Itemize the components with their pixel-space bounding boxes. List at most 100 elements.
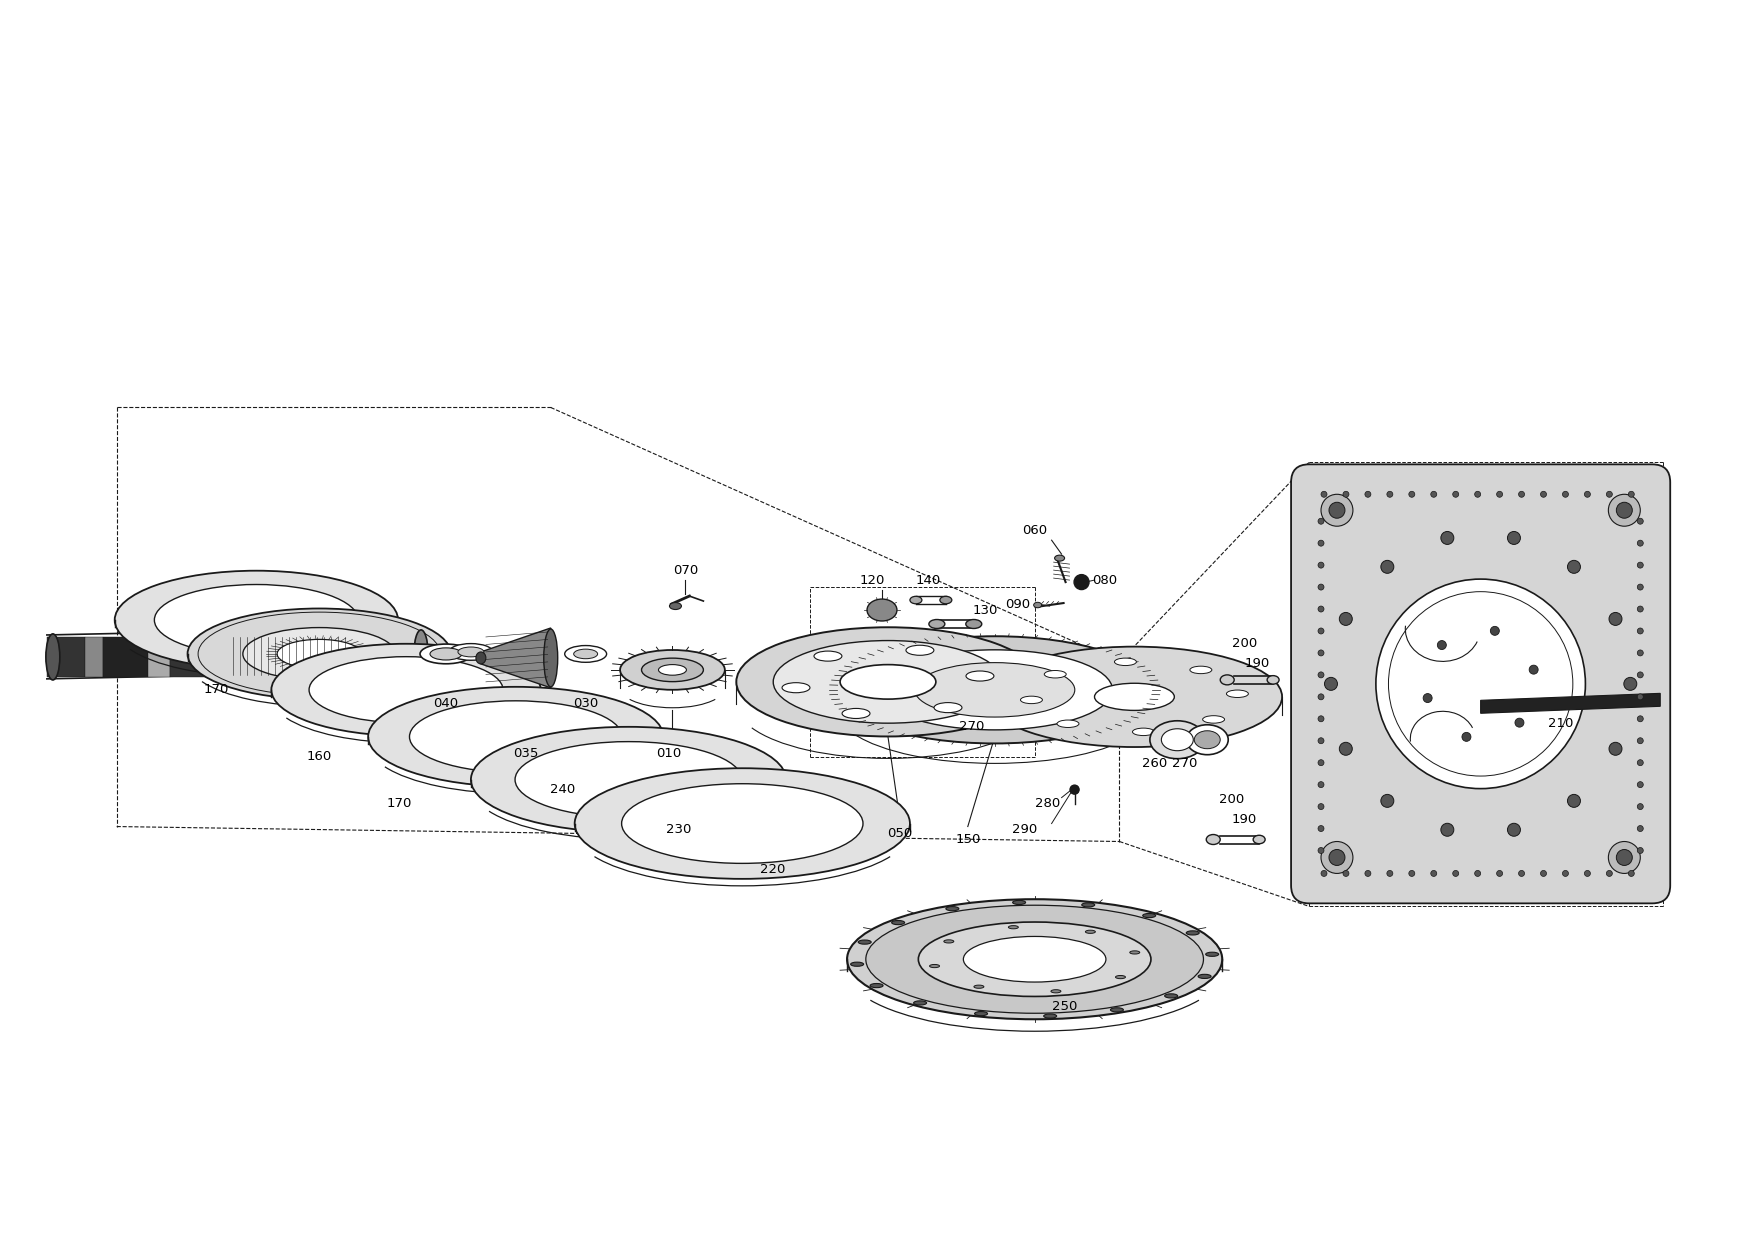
Ellipse shape: [1252, 836, 1265, 843]
Ellipse shape: [1317, 650, 1324, 656]
Ellipse shape: [1151, 720, 1205, 759]
Text: 160: 160: [307, 750, 332, 763]
Ellipse shape: [1563, 871, 1568, 877]
Ellipse shape: [914, 663, 1075, 717]
Ellipse shape: [837, 636, 1152, 744]
Ellipse shape: [1205, 953, 1219, 956]
Ellipse shape: [154, 585, 358, 656]
Ellipse shape: [1317, 518, 1324, 524]
Ellipse shape: [1203, 715, 1224, 723]
Ellipse shape: [940, 596, 952, 604]
Ellipse shape: [414, 630, 428, 676]
Ellipse shape: [1344, 492, 1349, 497]
Ellipse shape: [935, 703, 961, 713]
Ellipse shape: [1440, 823, 1454, 836]
Ellipse shape: [1628, 492, 1635, 497]
Ellipse shape: [1340, 612, 1352, 626]
Ellipse shape: [1365, 871, 1372, 877]
Ellipse shape: [1380, 795, 1394, 807]
Ellipse shape: [1608, 612, 1622, 626]
Ellipse shape: [1321, 494, 1352, 527]
Ellipse shape: [1340, 743, 1352, 755]
Ellipse shape: [475, 652, 486, 664]
Ellipse shape: [1317, 804, 1324, 810]
Ellipse shape: [1475, 871, 1480, 877]
Ellipse shape: [973, 985, 984, 989]
Ellipse shape: [1607, 871, 1612, 877]
Ellipse shape: [575, 769, 910, 879]
Ellipse shape: [1387, 871, 1393, 877]
Ellipse shape: [1584, 871, 1591, 877]
Text: 260: 260: [1142, 758, 1166, 770]
Ellipse shape: [1116, 975, 1126, 979]
Ellipse shape: [1491, 626, 1500, 636]
Ellipse shape: [1636, 804, 1643, 810]
Ellipse shape: [1226, 691, 1249, 698]
Ellipse shape: [1636, 540, 1643, 546]
Ellipse shape: [1317, 563, 1324, 568]
Ellipse shape: [1054, 555, 1065, 561]
Bar: [147, 637, 170, 677]
Ellipse shape: [866, 905, 1203, 1013]
Ellipse shape: [1608, 494, 1640, 527]
Ellipse shape: [1636, 847, 1643, 853]
Text: 035: 035: [514, 748, 538, 760]
Ellipse shape: [1317, 847, 1324, 853]
Ellipse shape: [1440, 532, 1454, 544]
Circle shape: [1070, 786, 1079, 794]
Ellipse shape: [1617, 850, 1633, 866]
Ellipse shape: [1431, 492, 1437, 497]
Ellipse shape: [188, 609, 451, 699]
Ellipse shape: [1317, 694, 1324, 699]
Ellipse shape: [1568, 560, 1580, 574]
Ellipse shape: [1636, 672, 1643, 678]
Ellipse shape: [1617, 502, 1633, 518]
Ellipse shape: [1033, 602, 1042, 607]
Ellipse shape: [1142, 913, 1156, 918]
Ellipse shape: [1475, 492, 1480, 497]
Ellipse shape: [1189, 666, 1212, 673]
Text: 190: 190: [1245, 657, 1270, 671]
FancyBboxPatch shape: [1291, 465, 1670, 903]
Text: 060: 060: [1023, 524, 1047, 537]
Ellipse shape: [866, 599, 896, 621]
Ellipse shape: [458, 647, 484, 657]
Ellipse shape: [1515, 718, 1524, 727]
Ellipse shape: [1321, 871, 1328, 877]
Ellipse shape: [1321, 492, 1328, 497]
Bar: [367, 637, 402, 677]
Ellipse shape: [1636, 518, 1643, 524]
Bar: [274, 637, 296, 677]
Ellipse shape: [1452, 492, 1459, 497]
Ellipse shape: [1365, 492, 1372, 497]
Bar: [84, 637, 103, 677]
Ellipse shape: [1636, 650, 1643, 656]
Ellipse shape: [1584, 492, 1591, 497]
Ellipse shape: [1636, 738, 1643, 744]
Ellipse shape: [1636, 584, 1643, 590]
Ellipse shape: [114, 570, 398, 669]
Ellipse shape: [1636, 606, 1643, 612]
Text: 070: 070: [674, 564, 698, 576]
Ellipse shape: [1422, 693, 1431, 703]
Ellipse shape: [1317, 715, 1324, 722]
Ellipse shape: [1317, 738, 1324, 744]
Ellipse shape: [966, 620, 982, 628]
Bar: [349, 637, 367, 677]
Polygon shape: [1480, 693, 1661, 713]
Ellipse shape: [1437, 641, 1447, 650]
Ellipse shape: [1221, 674, 1235, 684]
Ellipse shape: [309, 657, 503, 723]
Circle shape: [1070, 785, 1079, 794]
Ellipse shape: [975, 1011, 988, 1016]
Polygon shape: [481, 628, 551, 688]
Ellipse shape: [1082, 903, 1094, 907]
Ellipse shape: [1012, 900, 1026, 904]
Ellipse shape: [1161, 729, 1193, 750]
Text: 220: 220: [759, 863, 786, 876]
Ellipse shape: [1636, 563, 1643, 568]
Ellipse shape: [1496, 871, 1503, 877]
Ellipse shape: [621, 784, 863, 863]
Ellipse shape: [930, 620, 945, 628]
Ellipse shape: [1114, 658, 1137, 666]
